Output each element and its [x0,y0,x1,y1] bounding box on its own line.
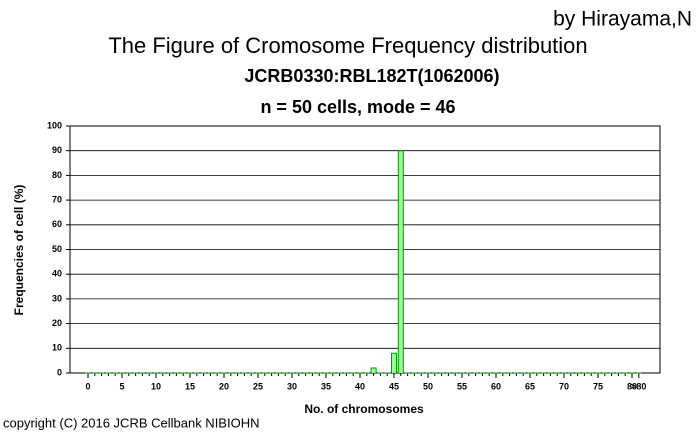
x-tick-label: 0 [85,381,90,391]
y-tick-label: 30 [52,293,62,303]
x-tick-label: 45 [389,381,399,391]
x-tick-label: 35 [321,381,331,391]
x-tick-label: 15 [185,381,195,391]
y-tick-label: 100 [47,120,62,130]
x-tick-label: 60 [491,381,501,391]
y-tick-label: 80 [52,170,62,180]
bar [391,352,397,373]
x-tick-label: >80 [631,381,646,391]
y-tick-label: 50 [52,244,62,254]
y-tick-label: 90 [52,145,62,155]
x-tick-label: 75 [593,381,603,391]
x-axis-label: No. of chromosomes [304,402,424,416]
chart-subtitle: JCRB0330:RBL182T(1062006) [244,66,499,86]
x-tick-label: 5 [119,381,124,391]
summary: n = 50 cells, mode = 46 [260,97,455,117]
y-axis-label: Frequencies of cell (%) [12,185,26,316]
x-tick-label: 70 [559,381,569,391]
footer: copyright (C) 2016 JCRB Cellbank NIBIOHN [3,415,259,430]
y-tick-label: 10 [52,343,62,353]
y-tick-label: 60 [52,219,62,229]
y-tick-label: 40 [52,269,62,279]
y-tick-label: 0 [57,367,62,377]
bar [370,367,377,373]
x-tick-label: 50 [423,381,433,391]
x-tick-label: 80 [627,381,637,391]
x-tick-label: 40 [355,381,365,391]
x-tick-label: 30 [287,381,297,391]
chart-title: The Figure of Cromosome Frequency distri… [108,33,587,58]
x-tick-label: 20 [219,381,229,391]
y-tick-label: 20 [52,318,62,328]
x-tick-label: 55 [457,381,467,391]
x-tick-label: 25 [253,381,263,391]
credit: by Hirayama,N [553,8,692,31]
x-tick-label: 10 [151,381,161,391]
y-tick-label: 70 [52,194,62,204]
x-tick-label: 65 [525,381,535,391]
bar [397,150,404,373]
